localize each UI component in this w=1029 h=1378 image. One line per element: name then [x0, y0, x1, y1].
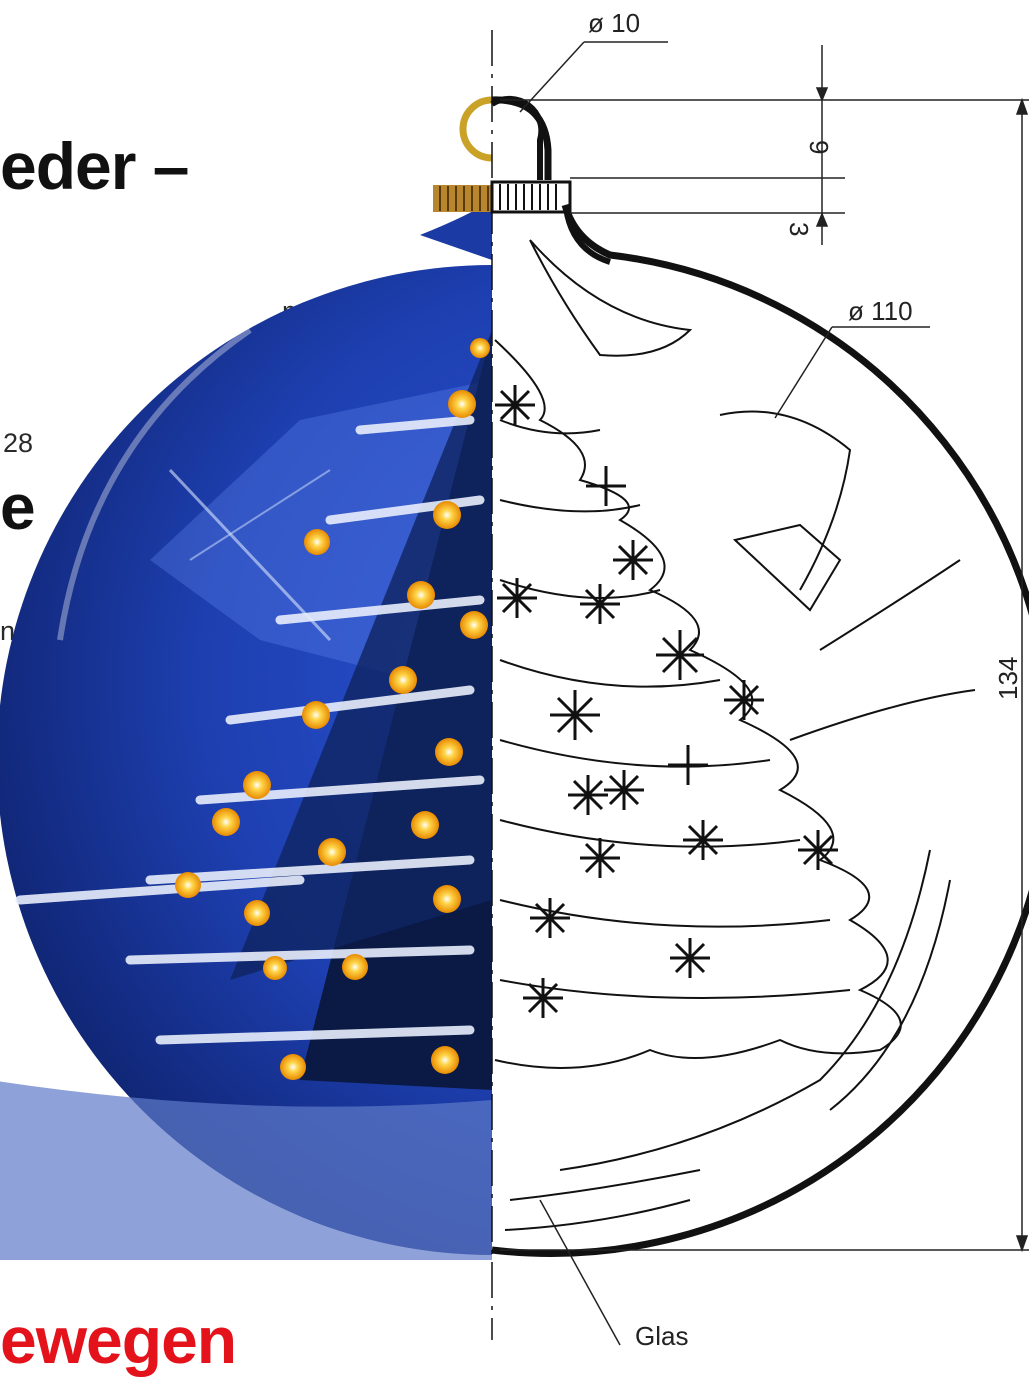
side-letter-fragment: n: [0, 616, 16, 646]
dim-total-height: 134: [993, 657, 1023, 700]
number-fragment: 28: [3, 428, 34, 458]
dim-hanger-diameter: ø 10: [588, 8, 640, 38]
big-letter-fragment: e: [0, 471, 36, 543]
material-label: Glas: [635, 1321, 688, 1351]
painted-ball-half: [0, 96, 492, 1260]
dim-ball-diameter: ø 110: [848, 296, 913, 326]
dimension-lines: [500, 41, 1029, 1346]
headline-fragment: eder –: [0, 129, 189, 203]
technical-drawing-half: [490, 95, 1029, 1257]
dim-collar-height: 3: [784, 222, 814, 236]
dim-cap-height: 9: [804, 140, 834, 154]
